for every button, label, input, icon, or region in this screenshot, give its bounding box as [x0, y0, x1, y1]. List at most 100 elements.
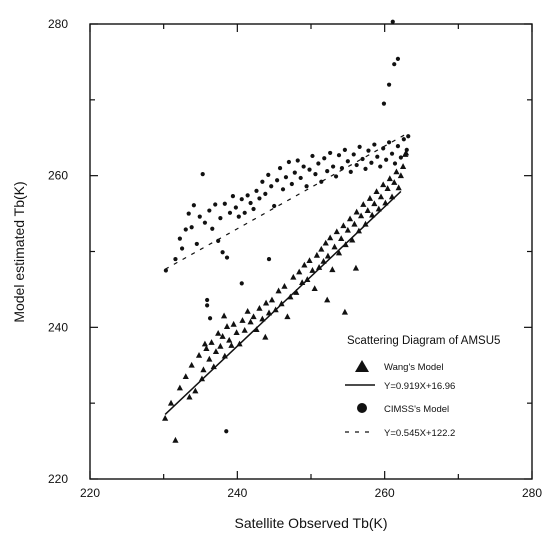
cimss-point	[339, 165, 345, 171]
cimss-point	[354, 162, 359, 168]
wang-point	[192, 387, 199, 394]
wang-point	[362, 220, 369, 227]
cimss-point	[292, 170, 297, 175]
wang-point	[338, 235, 345, 242]
cimss-point	[239, 281, 244, 286]
wang-point	[299, 279, 306, 285]
cimss-point	[392, 62, 397, 67]
cimss-point	[280, 187, 286, 192]
cimss-point	[369, 160, 374, 165]
cimss-point	[372, 142, 377, 147]
cimss-point	[191, 203, 196, 208]
cimss-point	[205, 297, 210, 303]
wang-point	[217, 342, 224, 349]
cimss-point	[375, 154, 380, 159]
wang-point	[402, 149, 410, 156]
cimss-point	[283, 175, 289, 180]
wang-point	[352, 264, 360, 271]
wang-point	[316, 264, 323, 270]
y-tick-label: 260	[48, 169, 68, 183]
cimss-point	[363, 166, 368, 171]
wang-point	[382, 199, 389, 206]
cimss-point	[351, 152, 356, 157]
wang-point	[349, 236, 356, 243]
cimss-point	[216, 238, 221, 243]
wang-point	[236, 340, 243, 347]
cimss-point	[197, 214, 202, 219]
wang-point	[322, 239, 329, 246]
wang-point	[201, 340, 209, 347]
cimss-point	[333, 174, 339, 179]
wang-point	[219, 333, 226, 339]
cimss-point	[401, 137, 406, 142]
cimss-point	[183, 227, 188, 232]
wang-point	[290, 273, 297, 280]
wang-point	[182, 373, 189, 380]
wang-point	[284, 313, 291, 320]
wang-point	[311, 285, 318, 292]
wang-point	[265, 309, 273, 316]
wang-point	[344, 226, 351, 233]
wang-point	[324, 296, 331, 303]
cimss-point	[381, 101, 387, 106]
cimss-point	[220, 250, 225, 255]
cimss-point	[392, 161, 398, 166]
tick-labels: 220 240 260 280 220 240 260 280	[48, 17, 542, 500]
legend-label-wang: Wang's Model	[384, 362, 444, 373]
wang-point	[301, 261, 308, 268]
cimss-fit-line	[164, 133, 406, 270]
wang-point	[241, 326, 248, 333]
cimss-point	[205, 303, 210, 308]
wang-point	[220, 312, 228, 319]
wang-point	[373, 188, 380, 194]
wang-point	[371, 200, 378, 207]
x-tick-label: 220	[80, 486, 100, 500]
cimss-point	[242, 210, 247, 215]
cimss-point	[381, 146, 386, 151]
wang-point	[172, 436, 179, 443]
wang-point	[393, 168, 400, 175]
wang-point	[186, 393, 193, 400]
wang-point	[329, 266, 336, 273]
wang-point	[259, 315, 266, 322]
y-tick-label: 220	[48, 472, 68, 486]
wang-point	[188, 361, 195, 368]
cimss-point	[266, 256, 272, 262]
wang-point	[369, 211, 376, 218]
cimss-point	[222, 201, 227, 206]
cimss-point	[202, 220, 208, 225]
cimss-point	[194, 241, 199, 247]
cimss-point	[200, 172, 205, 177]
wang-point	[304, 276, 311, 282]
wang-point	[250, 313, 257, 320]
cimss-point	[325, 169, 330, 174]
wang-point	[313, 251, 320, 258]
cimss-point	[227, 210, 233, 215]
wang-point	[353, 208, 360, 215]
cimss-point	[218, 216, 223, 221]
cimss-point	[328, 150, 333, 156]
cimss-point	[236, 214, 241, 219]
wang-point	[275, 287, 282, 294]
cimss-point	[186, 211, 191, 216]
wang-point	[342, 241, 349, 248]
cimss-point	[331, 164, 336, 169]
cimss-point	[319, 179, 324, 184]
cimss-point	[378, 164, 383, 169]
cimss-point	[173, 256, 178, 262]
plot-frame	[89, 23, 533, 480]
cimss-point	[404, 147, 409, 152]
cimss-point	[289, 181, 294, 187]
wang-point	[384, 185, 391, 191]
wang-point	[324, 252, 332, 259]
cimss-point	[272, 203, 277, 209]
wang-point	[309, 267, 316, 273]
wang-point	[306, 257, 313, 263]
legend: Scattering Diagram of AMSU5 Wang's Model…	[345, 335, 500, 439]
wang-point	[215, 330, 222, 336]
wang-point	[226, 336, 233, 343]
wang-point	[399, 163, 407, 169]
wang-point	[318, 245, 325, 252]
wang-point	[198, 375, 206, 382]
